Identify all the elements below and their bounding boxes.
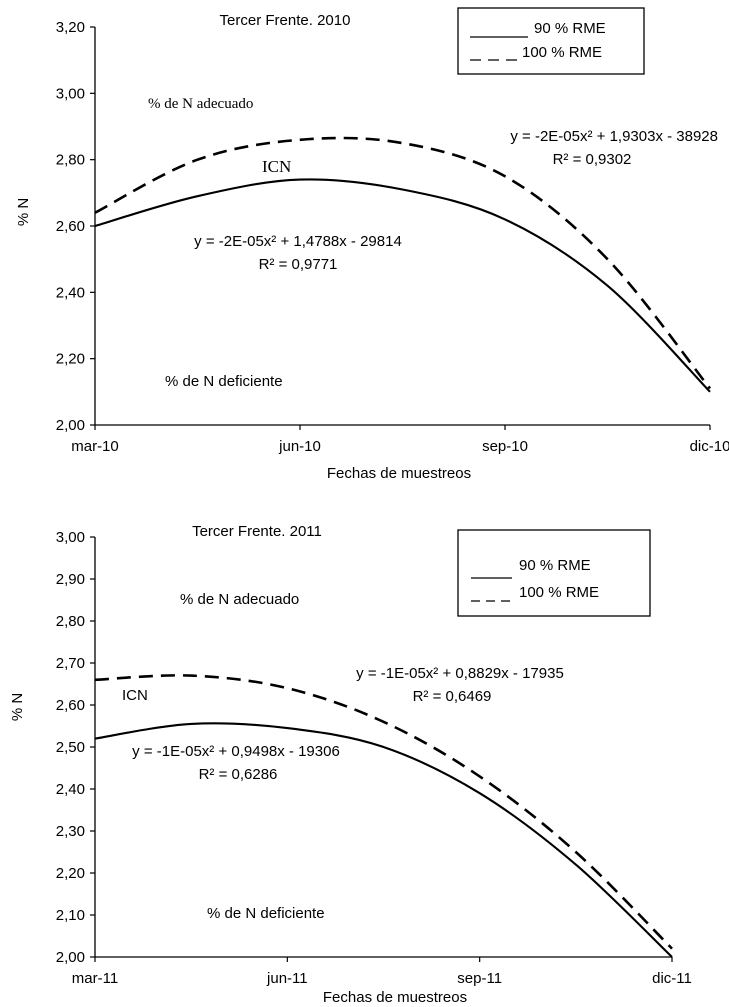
- chart-2010-series: [94, 136, 712, 393]
- chart-2010-annotation-top: % de N adecuado: [148, 96, 253, 112]
- x-tick-label: dic-11: [652, 970, 692, 987]
- series-line-100-rme: [94, 674, 673, 950]
- chart-2010-eq-100: y = -2E-05x² + 1,9303x - 38928: [510, 128, 718, 145]
- chart-2010-ylabel: % N: [15, 198, 32, 226]
- chart-2011-ylabel: % N: [9, 693, 26, 721]
- chart-2011-xlabel: Fechas de muestreos: [323, 989, 467, 1006]
- y-tick-label: 2,20: [56, 351, 85, 368]
- x-tick-label: sep-10: [482, 438, 528, 455]
- y-tick-label: 2,80: [56, 613, 85, 630]
- chart-2011-annotation-top: % de N adecuado: [180, 591, 299, 608]
- y-tick-label: 2,60: [56, 218, 85, 235]
- chart-2011-legend-label-100: 100 % RME: [519, 584, 599, 601]
- y-tick-label: 2,80: [56, 152, 85, 169]
- chart-2010-legend-label-90: 90 % RME: [534, 20, 606, 37]
- y-tick-label: 2,40: [56, 781, 85, 798]
- y-tick-label: 2,00: [56, 949, 85, 966]
- y-tick-label: 2,70: [56, 655, 85, 672]
- chart-2010-legend: 90 % RME 100 % RME: [457, 7, 645, 75]
- chart-2011-r2-90: R² = 0,6286: [199, 766, 278, 783]
- x-tick-label: mar-10: [71, 438, 119, 455]
- chart-2011-annotation-bottom: % de N deficiente: [207, 905, 325, 922]
- chart-2010-annotation-bottom: % de N deficiente: [165, 373, 283, 390]
- y-tick-label: 3,20: [56, 19, 85, 36]
- chart-2011-series: [94, 674, 673, 958]
- series-line-90-rme: [94, 178, 711, 393]
- chart-2010-legend-box: [457, 7, 645, 75]
- y-tick-label: 2,90: [56, 571, 85, 588]
- chart-2011-eq-90: y = -1E-05x² + 0,9498x - 19306: [132, 743, 340, 760]
- y-tick-label: 2,00: [56, 417, 85, 434]
- chart-2011-annotation-icn: ICN: [122, 687, 148, 704]
- chart-2011-title: Tercer Frente. 2011: [192, 523, 322, 540]
- chart-2011-legend-box: [457, 529, 651, 617]
- y-tick-label: 3,00: [56, 529, 85, 546]
- x-tick-label: jun-11: [266, 970, 308, 987]
- x-tick-label: jun-10: [278, 438, 321, 455]
- y-tick-label: 2,20: [56, 865, 85, 882]
- chart-2010-title: Tercer Frente. 2010: [220, 12, 351, 29]
- series-line-90-rme: [94, 722, 673, 958]
- chart-2010-r2-90: R² = 0,9771: [259, 256, 338, 273]
- chart-2011-r2-100: R² = 0,6469: [413, 688, 492, 705]
- x-tick-label: sep-11: [457, 970, 502, 987]
- chart-2011-eq-100: y = -1E-05x² + 0,8829x - 17935: [356, 665, 564, 682]
- chart-2010-eq-90: y = -2E-05x² + 1,4788x - 29814: [194, 233, 402, 250]
- y-tick-label: 2,60: [56, 697, 85, 714]
- y-tick-label: 2,30: [56, 823, 85, 840]
- y-tick-label: 2,10: [56, 907, 85, 924]
- y-tick-label: 3,00: [56, 85, 85, 102]
- chart-2010-xlabel: Fechas de muestreos: [327, 465, 471, 482]
- chart-2011: 2,00 2,10 2,20 2,30 2,40 2,50 2,60 2,70 2,80 2,90…: [9, 523, 692, 1006]
- chart-2011-legend: 90 % RME 100 % RME: [457, 529, 651, 617]
- x-tick-label: mar-11: [72, 970, 118, 987]
- x-tick-label: dic-10: [690, 438, 729, 455]
- y-tick-label: 2,40: [56, 284, 85, 301]
- y-tick-label: 2,50: [56, 739, 85, 756]
- chart-2010: 2,00 2,20 2,40 2,60 2,80 3,00 3,20 mar-10 jun-10…: [15, 7, 729, 482]
- chart-2011-axes: 2,00 2,10 2,20 2,30 2,40 2,50 2,60 2,70 2,80 2,90…: [56, 529, 692, 987]
- chart-2010-annotation-icn: ICN: [262, 157, 291, 176]
- chart-2010-axes: 2,00 2,20 2,40 2,60 2,80 3,00 3,20 mar-10 jun-10…: [56, 19, 729, 455]
- chart-2010-legend-label-100: 100 % RME: [522, 44, 602, 61]
- chart-2011-legend-label-90: 90 % RME: [519, 557, 591, 574]
- series-line-100-rme: [94, 136, 712, 390]
- chart-2010-r2-100: R² = 0,9302: [553, 151, 632, 168]
